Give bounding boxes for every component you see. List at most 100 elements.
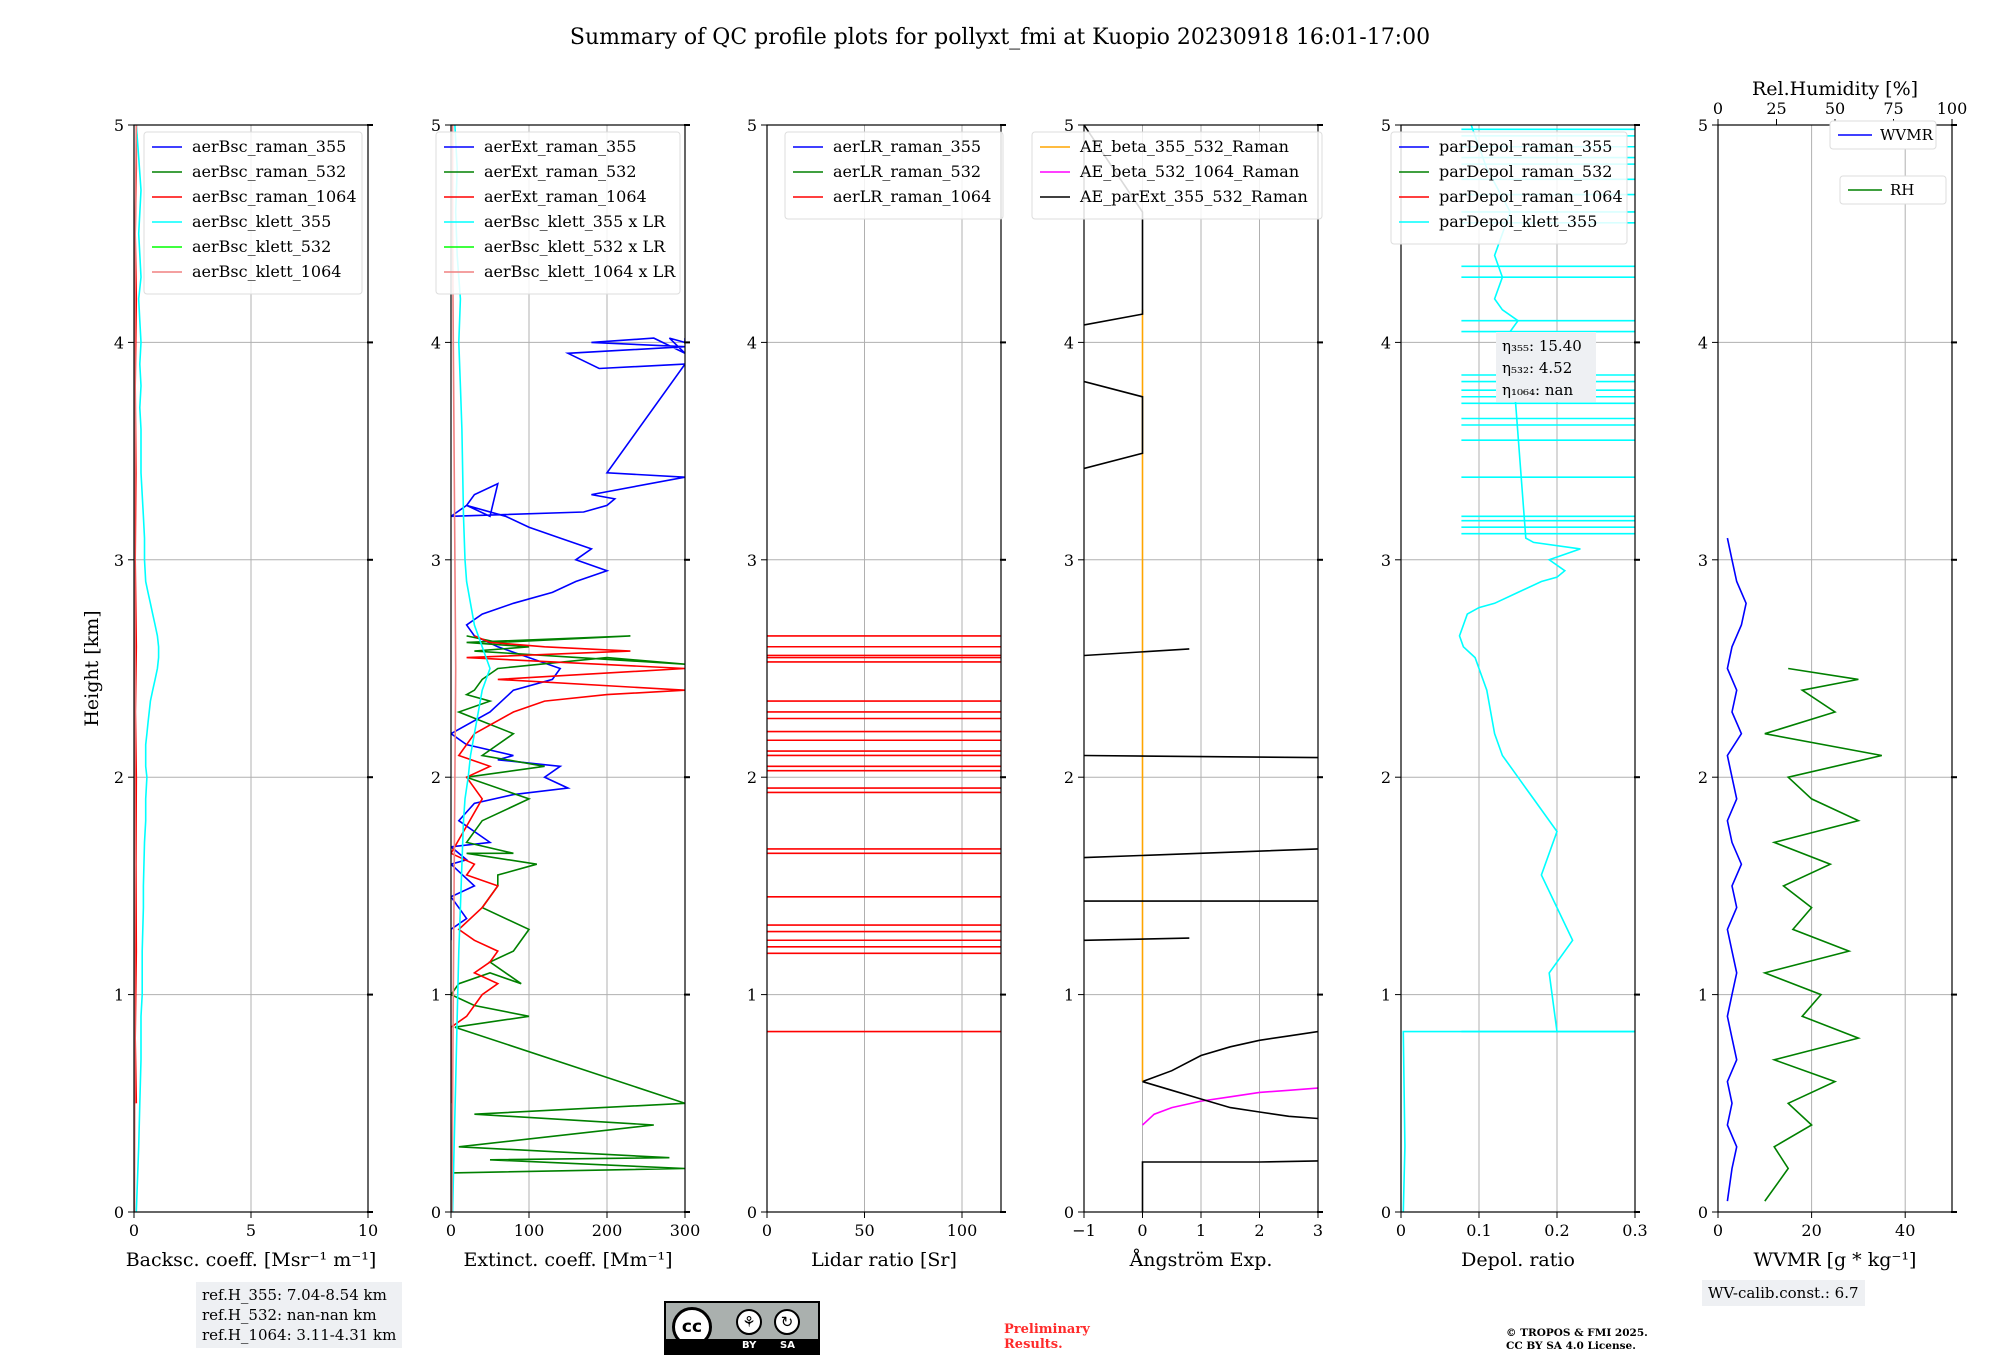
- legend-label: aerBsc_raman_532: [192, 162, 346, 181]
- legend-box: [143, 131, 363, 295]
- x2-tick-label: 100: [1937, 99, 1968, 118]
- legend-label: AE_parExt_355_532_Raman: [1079, 187, 1308, 206]
- legend-label: aerExt_raman_1064: [484, 187, 647, 206]
- y-tick-label: 5: [114, 116, 124, 135]
- legend-label: aerLR_raman_1064: [833, 187, 991, 206]
- y-tick-label: 3: [747, 551, 757, 570]
- y-tick-label: 1: [114, 986, 124, 1005]
- legend-label: parDepol_raman_532: [1439, 162, 1612, 181]
- series-line-aerExt_raman_1064: [451, 635, 685, 1104]
- ref-height-532: ref.H_532: nan-nan km: [202, 1306, 377, 1324]
- series-line-aerBsc_klett_355: [135, 125, 160, 1212]
- x-tick-label: 0: [1137, 1221, 1147, 1240]
- series-line-AE_parExt_355_532_Raman: [1084, 125, 1318, 1212]
- y-tick-label: 3: [431, 551, 441, 570]
- legend-label: WVMR: [1880, 126, 1934, 144]
- y-tick-label: 0: [1381, 1203, 1391, 1222]
- legend-label: parDepol_klett_355: [1439, 212, 1597, 231]
- y-tick-label: 0: [1698, 1203, 1708, 1222]
- y-tick-label: 2: [1698, 768, 1708, 787]
- y-tick-label: 0: [431, 1203, 441, 1222]
- y-tick-label: 2: [431, 768, 441, 787]
- x-axis-label: Lidar ratio [Sr]: [811, 1249, 957, 1271]
- x-tick-label: 0: [1713, 1221, 1723, 1240]
- attribution-icon: ⚘: [736, 1309, 762, 1335]
- axes-frame: [1717, 124, 1953, 1213]
- by-label: BY: [742, 1340, 757, 1351]
- series-group: [134, 125, 160, 1212]
- legend-box: [435, 131, 681, 295]
- y-tick-label: 0: [114, 1203, 124, 1222]
- series-line-aerExt_raman_532: [451, 635, 685, 1174]
- y-tick-label: 4: [747, 333, 757, 352]
- y-tick-label: 1: [1064, 986, 1074, 1005]
- x2-tick-label: 75: [1883, 99, 1903, 118]
- sa-label: SA: [780, 1340, 795, 1351]
- x-tick-label: 100: [947, 1221, 978, 1240]
- legend-label: parDepol_raman_1064: [1439, 187, 1623, 206]
- y-tick-label: 4: [1698, 333, 1708, 352]
- panel-wv: 0 20 40 0 1 2 3 4 5 WVMR [g * kg⁻¹] 0 25 50 75 100 Rel.…: [1698, 78, 1967, 1271]
- y-tick-label: 3: [1381, 551, 1391, 570]
- x-tick-label: 1: [1196, 1221, 1206, 1240]
- x-axis-label: Backsc. coeff. [Msr⁻¹ m⁻¹]: [126, 1249, 377, 1271]
- panel-bsc: 0 5 10 0 1 2 3 4 5 Backsc. coeff. [Msr⁻¹ m⁻¹] Heig…: [81, 116, 378, 1271]
- legend-label: aerLR_raman_532: [833, 162, 981, 181]
- y-tick-label: 4: [1381, 333, 1391, 352]
- x-tick-label: 5: [246, 1221, 256, 1240]
- x-tick-label: 0.2: [1544, 1221, 1569, 1240]
- legend-label: aerBsc_raman_1064: [192, 187, 357, 206]
- axes-frame: [1400, 124, 1636, 1213]
- y-tick-label: 4: [114, 333, 124, 352]
- legend: aerLR_raman_355 aerLR_raman_532 aerLR_rama…: [784, 131, 1004, 220]
- legend-label: AE_beta_532_1064_Raman: [1079, 162, 1299, 181]
- x-axis-label: Ångström Exp.: [1129, 1249, 1273, 1271]
- legend: AE_beta_355_532_Raman AE_beta_532_1064_Ra…: [1031, 131, 1323, 220]
- y-tick-label: 2: [747, 768, 757, 787]
- x-tick-label: 0.1: [1466, 1221, 1491, 1240]
- copyright-note: © TROPOS & FMI 2025. CC BY SA 4.0 Licens…: [1506, 1327, 1648, 1353]
- legend-label: aerExt_raman_532: [484, 162, 637, 181]
- x-tick-label: 300: [670, 1221, 701, 1240]
- y-tick-label: 5: [1698, 116, 1708, 135]
- x-tick-label: 2: [1254, 1221, 1264, 1240]
- series-line-AE_beta_532_1064_Raman: [1141, 1087, 1318, 1126]
- x2-tick-label: 50: [1825, 99, 1845, 118]
- legend: WVMR RH: [1829, 120, 1947, 205]
- y-tick-label: 2: [114, 768, 124, 787]
- y-tick-label: 5: [431, 116, 441, 135]
- panel-lr: 0 50 100 0 1 2 3 4 5 Lidar ratio [Sr] aerLR_raman_…: [747, 116, 1006, 1271]
- series-group: [451, 125, 685, 1212]
- y-tick-label: 1: [1698, 986, 1708, 1005]
- x-tick-label: 100: [514, 1221, 545, 1240]
- reference-height-box: ref.H_355: 7.04-8.54 km ref.H_532: nan-n…: [196, 1282, 403, 1348]
- y-tick-label: 5: [1381, 116, 1391, 135]
- y-tick-label: 0: [1064, 1203, 1074, 1222]
- y-tick-label: 5: [747, 116, 757, 135]
- legend-label: aerBsc_klett_355: [192, 212, 331, 231]
- x2-tick-label: 25: [1766, 99, 1786, 118]
- legend: aerExt_raman_355 aerExt_raman_532 aerExt_r…: [435, 131, 681, 295]
- series-group: [767, 635, 1001, 1033]
- x2-axis-label: Rel.Humidity [%]: [1752, 78, 1918, 100]
- series-line-aerExt_raman_355: [451, 337, 685, 941]
- eta-annotation: η₃₅₅: 15.40 η₅₃₂: 4.52 η₁₀₆₄: nan: [1496, 332, 1596, 402]
- series-line-RH: [1762, 667, 1882, 1202]
- x-tick-label: 50: [854, 1221, 874, 1240]
- y-tick-label: 2: [1064, 768, 1074, 787]
- panel-ext: 0 100 200 300 0 1 2 3 4 5 Extinct. coeff. [Mm⁻¹] ae…: [431, 116, 700, 1271]
- x2-tick-label: 0: [1713, 99, 1723, 118]
- ref-height-355: ref.H_355: 7.04-8.54 km: [202, 1286, 387, 1304]
- legend-box: [1839, 175, 1947, 205]
- series-group: [1726, 537, 1882, 1202]
- series-line-parDepol_klett_355: [1402, 125, 1635, 1212]
- x-tick-label: 200: [592, 1221, 623, 1240]
- y-axis-label: Height [km]: [81, 610, 103, 726]
- x-axis-label: Depol. ratio: [1461, 1249, 1575, 1271]
- annotation-line: η₁₀₆₄: nan: [1502, 381, 1573, 399]
- preliminary-line-2: Results.: [1004, 1337, 1063, 1352]
- legend-label: aerLR_raman_355: [833, 137, 981, 156]
- y-tick-label: 1: [1381, 986, 1391, 1005]
